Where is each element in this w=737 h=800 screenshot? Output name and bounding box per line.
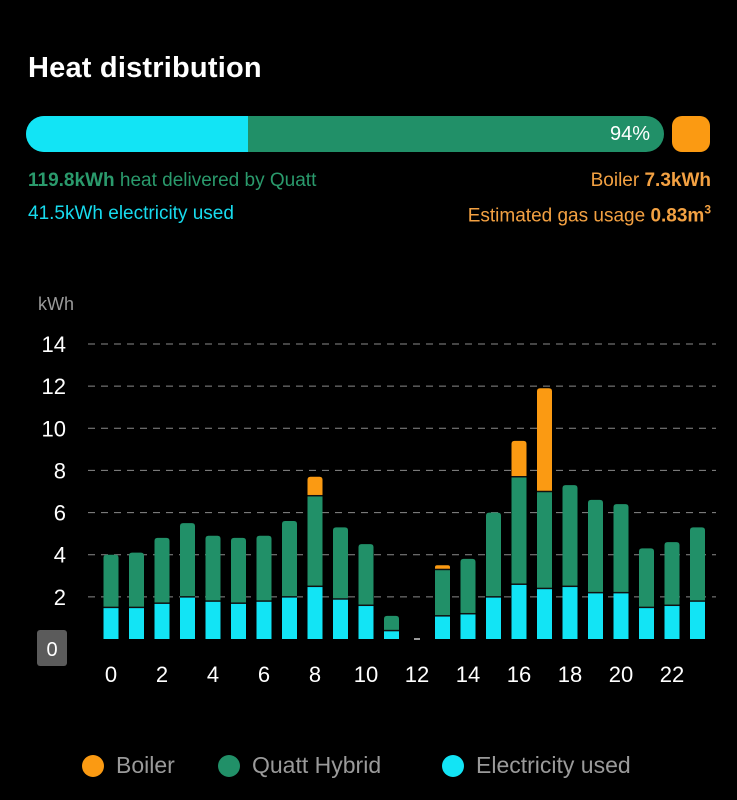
x-tick-label-14: 14 bbox=[456, 662, 480, 687]
gas-usage-unit-exponent: 3 bbox=[704, 203, 711, 217]
legend-item-quatt-hybrid: Quatt Hybrid bbox=[218, 752, 381, 779]
bar-electricity-used-hour-11 bbox=[384, 630, 399, 639]
bar-electricity-used-hour-16 bbox=[511, 584, 527, 639]
heat-delivered-summary: 119.8kWh heat delivered by Quatt bbox=[28, 170, 316, 192]
legend-item-electricity-used: Electricity used bbox=[442, 752, 631, 779]
bar-electricity-used-hour-23 bbox=[690, 601, 705, 639]
bar-quatt-hybrid-hour-14 bbox=[460, 558, 476, 614]
heat-share-bar: 94% bbox=[26, 116, 664, 152]
x-tick-label-22: 22 bbox=[660, 662, 684, 687]
bar-quatt-hybrid-hour-18 bbox=[562, 485, 578, 587]
bar-quatt-hybrid-hour-21 bbox=[639, 548, 654, 608]
quatt-share-percent: 94% bbox=[609, 123, 650, 145]
y-tick-label-4: 4 bbox=[54, 543, 66, 568]
bar-quatt-hybrid-hour-2 bbox=[154, 537, 170, 604]
bar-electricity-used-hour-8 bbox=[307, 586, 323, 639]
bar-electricity-used-hour-15 bbox=[486, 596, 501, 639]
quatt-hybrid-legend-dot bbox=[218, 754, 240, 777]
legend-item-boiler: Boiler bbox=[82, 752, 175, 779]
x-tick-label-20: 20 bbox=[609, 662, 633, 687]
bar-boiler-hour-13 bbox=[435, 565, 450, 570]
bar-electricity-used-hour-4 bbox=[205, 601, 221, 639]
x-tick-label-12: 12 bbox=[405, 662, 429, 687]
bar-electricity-used-hour-6 bbox=[256, 601, 272, 639]
bar-boiler-hour-17 bbox=[537, 388, 552, 492]
bar-electricity-used-hour-13 bbox=[435, 615, 450, 639]
bar-quatt-hybrid-hour-10 bbox=[358, 544, 374, 606]
bar-electricity-used-hour-2 bbox=[154, 603, 170, 639]
gas-usage-summary: Estimated gas usage 0.83m3 bbox=[468, 203, 711, 227]
bar-quatt-hybrid-hour-13 bbox=[435, 569, 450, 616]
bar-electricity-used-hour-5 bbox=[231, 603, 246, 639]
bar-electricity-used-hour-21 bbox=[639, 607, 654, 639]
y-tick-label-2: 2 bbox=[54, 585, 66, 610]
y-tick-label-10: 10 bbox=[42, 416, 66, 441]
bar-electricity-used-hour-19 bbox=[588, 592, 603, 639]
bar-electricity-used-hour-1 bbox=[129, 607, 144, 639]
boiler-share-pill bbox=[672, 116, 710, 152]
gas-usage-value: 0.83m bbox=[650, 205, 705, 227]
bar-quatt-hybrid-hour-4 bbox=[205, 535, 221, 602]
bar-quatt-hybrid-hour-16 bbox=[511, 476, 527, 585]
bar-electricity-used-hour-9 bbox=[333, 598, 348, 639]
x-tick-label-8: 8 bbox=[309, 662, 321, 687]
bar-electricity-used-hour-0 bbox=[103, 607, 119, 639]
bar-quatt-hybrid-hour-8 bbox=[307, 495, 323, 587]
x-tick-label-6: 6 bbox=[258, 662, 270, 687]
legend-label-electricity-used: Electricity used bbox=[476, 752, 631, 778]
bar-electricity-used-hour-14 bbox=[460, 613, 476, 639]
bar-quatt-hybrid-hour-9 bbox=[333, 527, 348, 599]
electricity-used-summary: 41.5kWh electricity used bbox=[28, 203, 234, 224]
bar-electricity-used-hour-17 bbox=[537, 588, 552, 639]
y-tick-label-14: 14 bbox=[42, 332, 66, 357]
bar-electricity-used-hour-10 bbox=[358, 605, 374, 639]
y-axis-zero-marker bbox=[37, 630, 67, 666]
hourly-heat-chart: kWh 0 2 4 6 8 10 12 14 0 2 4 6 8 10 12 14 16 18 20 22 bbox=[37, 294, 716, 687]
bar-quatt-hybrid-hour-3 bbox=[180, 523, 195, 597]
y-tick-label-6: 6 bbox=[54, 501, 66, 526]
bar-quatt-hybrid-hour-1 bbox=[129, 552, 144, 608]
y-tick-label-0: 0 bbox=[46, 639, 57, 661]
bar-quatt-hybrid-hour-20 bbox=[613, 504, 629, 593]
legend-label-quatt-hybrid: Quatt Hybrid bbox=[252, 752, 382, 778]
heat-delivered-value: 119.8kWh bbox=[28, 170, 115, 191]
bar-electricity-used-hour-20 bbox=[613, 592, 629, 639]
x-tick-label-2: 2 bbox=[156, 662, 168, 687]
x-tick-label-10: 10 bbox=[354, 662, 378, 687]
bar-electricity-used-hour-22 bbox=[664, 605, 680, 639]
bar-quatt-hybrid-hour-7 bbox=[282, 521, 297, 597]
x-tick-label-18: 18 bbox=[558, 662, 582, 687]
bar-quatt-hybrid-hour-22 bbox=[664, 542, 680, 606]
x-tick-label-4: 4 bbox=[207, 662, 219, 687]
bar-electricity-used-hour-3 bbox=[180, 596, 195, 639]
heat-delivered-text: heat delivered by Quatt bbox=[114, 170, 317, 191]
y-axis-unit-label: kWh bbox=[38, 294, 74, 314]
boiler-summary-label: Boiler bbox=[590, 170, 645, 191]
bar-quatt-hybrid-hour-0 bbox=[103, 554, 119, 608]
electricity-share-fill bbox=[26, 116, 249, 152]
electricity-legend-dot bbox=[442, 754, 464, 777]
bar-electricity-used-hour-18 bbox=[562, 586, 578, 639]
bar-quatt-hybrid-hour-23 bbox=[690, 527, 705, 602]
y-tick-label-12: 12 bbox=[42, 374, 66, 399]
bar-boiler-hour-8 bbox=[307, 476, 323, 496]
bar-quatt-hybrid-hour-17 bbox=[537, 491, 552, 589]
bar-boiler-hour-16 bbox=[511, 440, 527, 477]
gas-usage-label: Estimated gas usage bbox=[467, 205, 651, 227]
page-title: Heat distribution bbox=[28, 52, 262, 84]
bar-quatt-hybrid-hour-19 bbox=[588, 499, 603, 593]
boiler-summary: Boiler 7.3kWh bbox=[591, 170, 711, 192]
bar-quatt-hybrid-hour-5 bbox=[231, 537, 246, 604]
boiler-summary-value: 7.3kWh bbox=[644, 170, 711, 191]
x-tick-label-16: 16 bbox=[507, 662, 531, 687]
bar-quatt-hybrid-hour-6 bbox=[256, 535, 272, 602]
y-tick-label-8: 8 bbox=[54, 458, 66, 483]
bar-electricity-used-hour-7 bbox=[282, 596, 297, 639]
bar-quatt-hybrid-hour-11 bbox=[384, 615, 399, 631]
legend-label-boiler: Boiler bbox=[116, 752, 175, 778]
boiler-legend-dot bbox=[82, 754, 104, 777]
x-tick-label-0: 0 bbox=[105, 662, 117, 687]
bar-quatt-hybrid-hour-15 bbox=[486, 512, 501, 597]
